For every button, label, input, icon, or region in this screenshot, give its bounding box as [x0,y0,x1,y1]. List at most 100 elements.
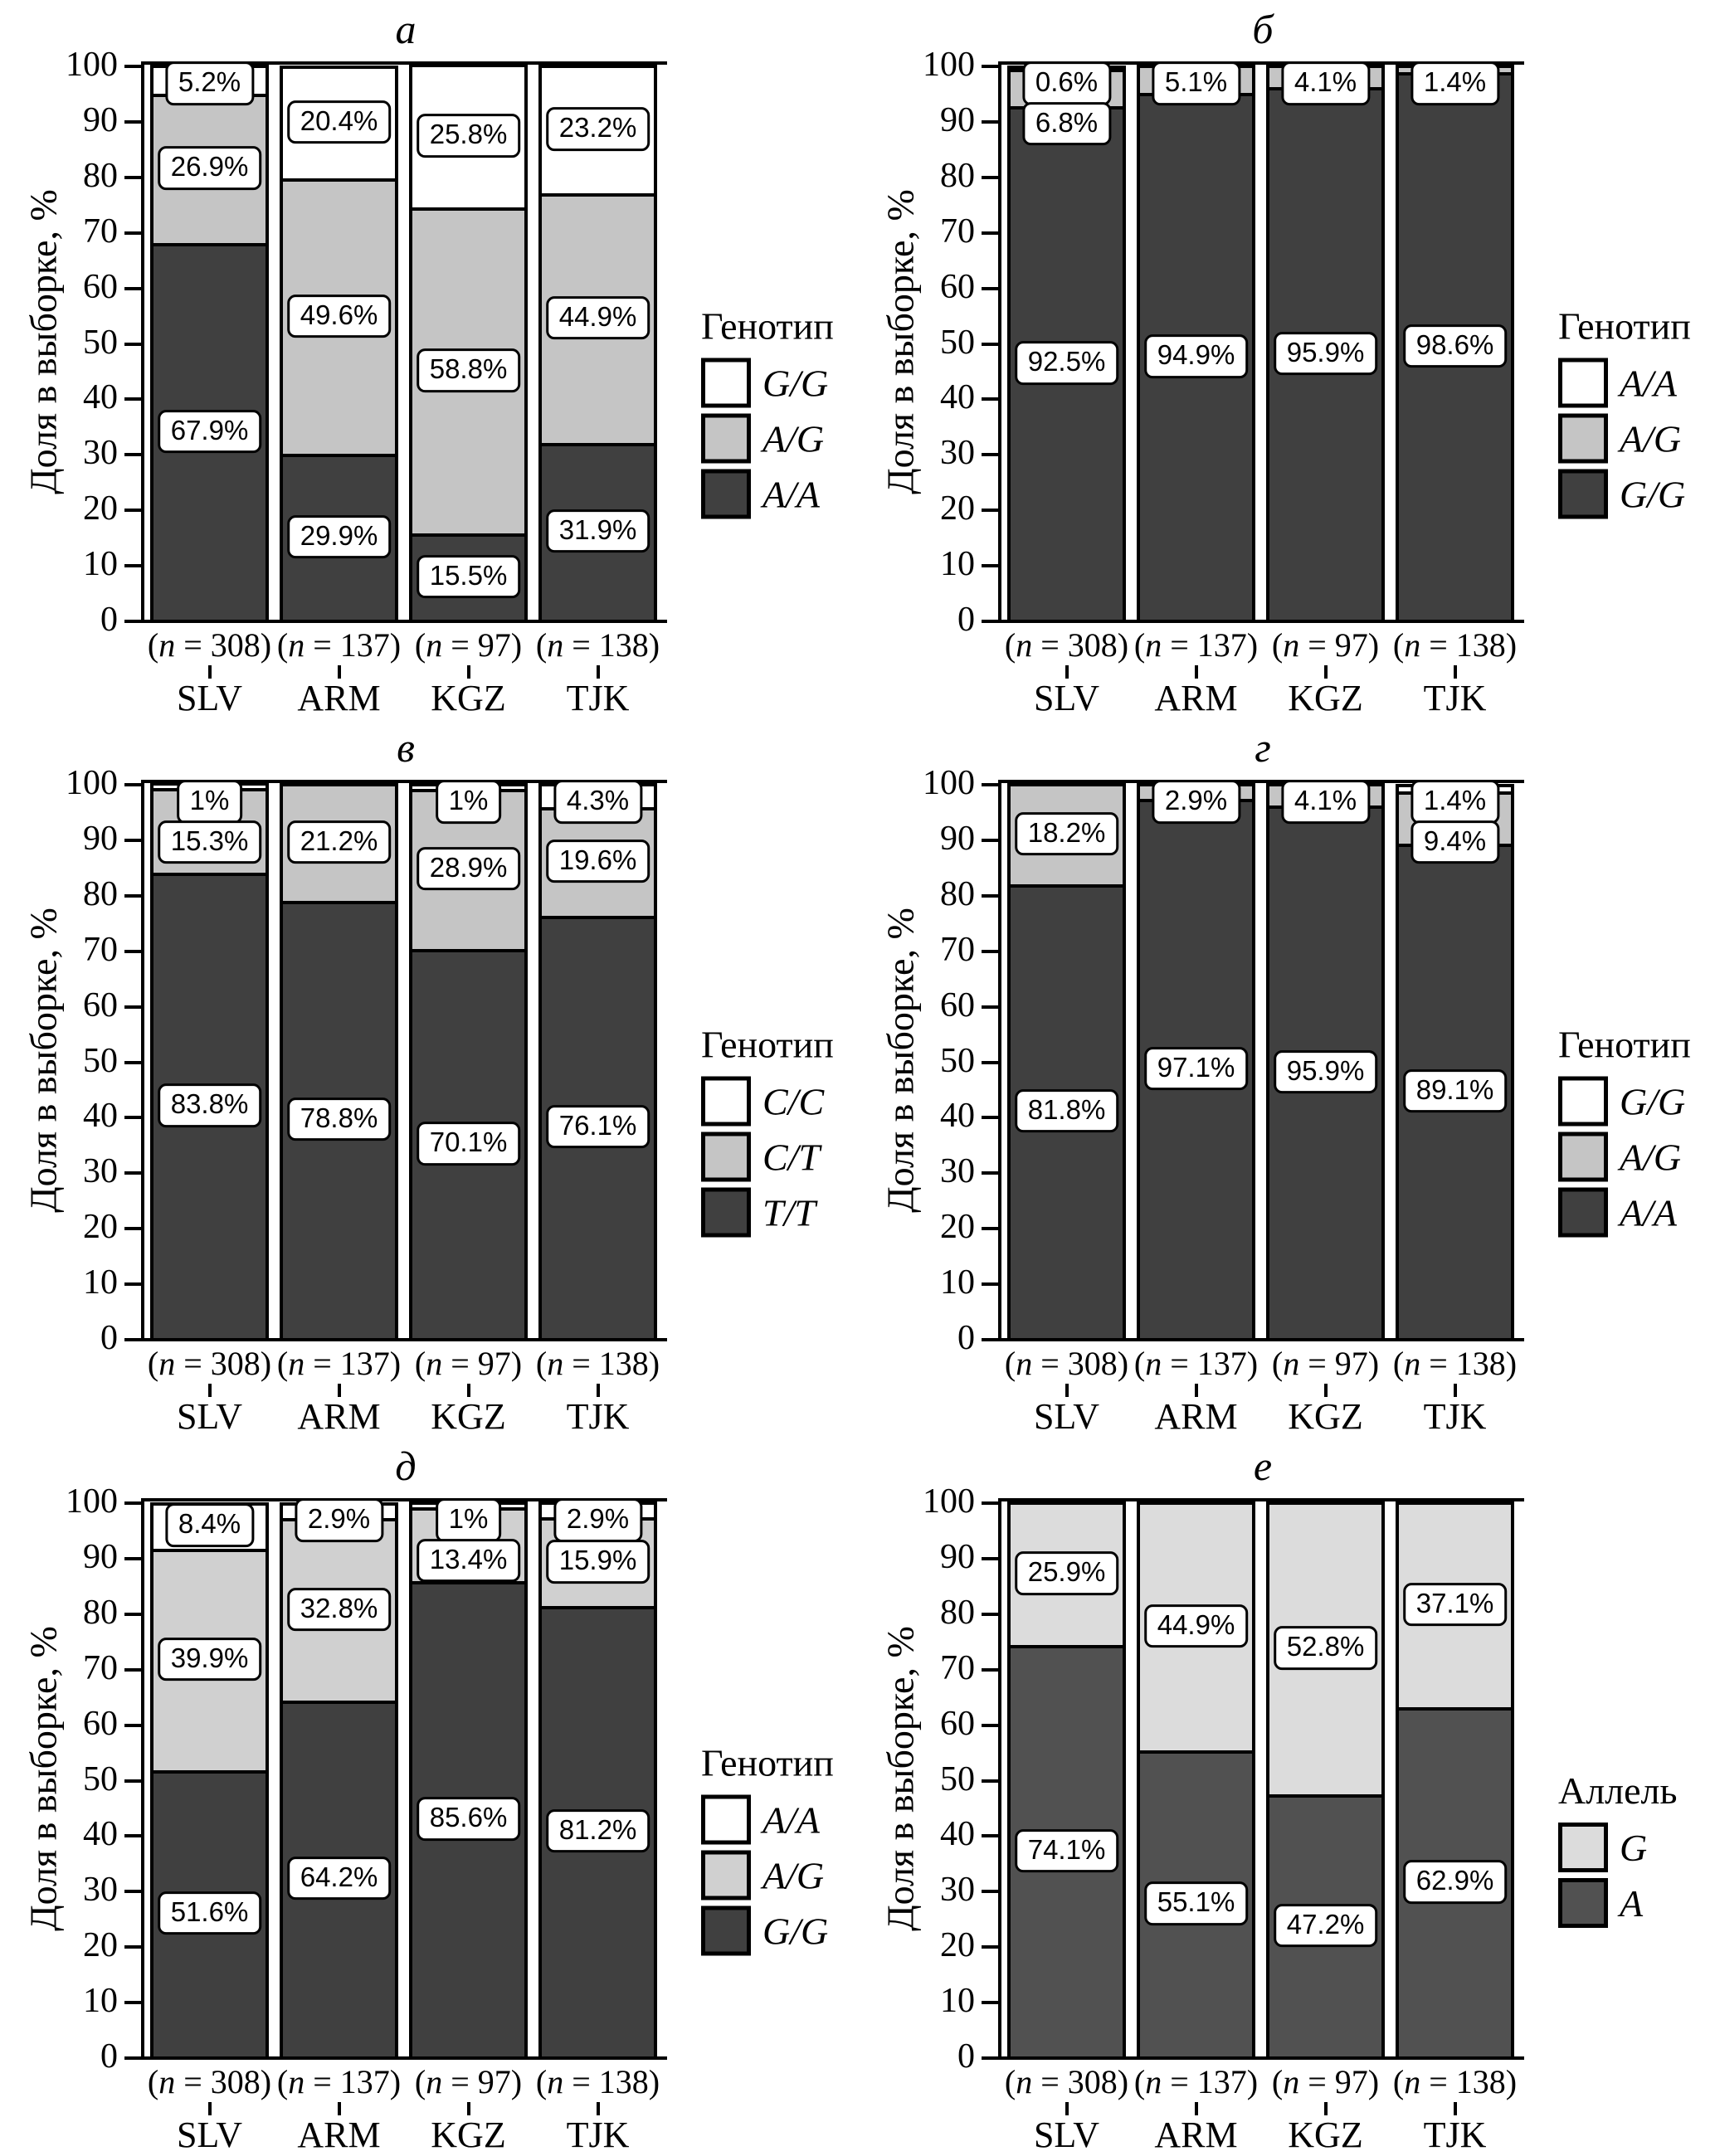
y-tick-label: 0 [957,601,975,639]
value-label: 76.1% [545,1105,650,1149]
value-label: 74.1% [1014,1828,1119,1873]
y-tick-mark [982,1556,998,1560]
bar: 18.2% 81.8% [1007,783,1126,1338]
category-label: TJK [566,1396,630,1437]
sample-size-label: (n = 97) [1271,2063,1380,2100]
panel-title: г [1255,724,1271,771]
x-tick-mark [1194,665,1198,679]
y-tick-label: 50 [940,323,975,362]
sample-size-label: (n = 137) [276,2063,402,2100]
value-label: 21.2% [286,820,392,864]
legend-label: T/T [762,1191,816,1234]
y-tick-label: 50 [940,1759,975,1798]
y-tick-mark [124,509,141,513]
legend-swatch [1558,1878,1608,1928]
value-label: 51.6% [157,1891,262,1935]
legend: Генотип A/A A/G G/G [701,1741,834,1956]
y-tick-label: 30 [940,434,975,473]
plot-area: 0 10 20 30 40 50 60 70 80 90 100 8.4% 39.9% 51.6% 2.9%… [66,1484,667,2074]
y-tick-label: 60 [940,986,975,1024]
legend-label: A/A [1620,1191,1677,1234]
y-tick-mark [982,1890,998,1894]
value-label: 85.6% [416,1797,521,1841]
y-tick-mark [124,286,141,290]
category-label: TJK [566,2115,630,2155]
bar: 4.3% 19.6% 76.1% [538,780,657,1338]
value-label: 9.4% [1410,820,1500,864]
value-label: 49.6% [286,294,392,338]
category-label: ARM [297,678,381,718]
category-label: ARM [297,1396,381,1437]
value-label: 2.9% [294,1498,384,1542]
y-tick-mark [124,1556,141,1560]
value-label: 83.8% [157,1083,262,1127]
sample-size-label: (n = 308) [1004,626,1129,664]
value-label: 89.1% [1402,1068,1508,1113]
category-label: SLV [1033,1396,1100,1437]
y-tick-label: 60 [940,1704,975,1743]
value-label: 23.2% [545,107,650,151]
value-label: 1% [435,1498,502,1542]
y-tick-label: 50 [83,323,118,362]
legend-swatch [701,469,751,519]
y-tick-label: 20 [940,1926,975,1965]
x-tick-mark [337,2102,341,2115]
sample-size-label: (n = 138) [1392,1345,1518,1382]
value-label: 1% [435,780,502,824]
chart-panel: г Доля в выборке, % 0 10 20 30 40 50 60 70 80 90 1… [857,718,1714,1437]
y-axis-label: Доля в выборке, % [879,908,922,1213]
y-tick-mark [124,2056,141,2060]
bar: 44.9% 55.1% [1137,1501,1255,2056]
y-tick-mark [124,1612,141,1616]
category-label: ARM [1154,1396,1238,1437]
y-tick-label: 60 [83,986,118,1024]
y-tick-mark [124,231,141,235]
value-label: 8.4% [164,1503,255,1547]
x-tick-mark [596,1384,600,1397]
value-label: 98.6% [1402,324,1508,368]
y-tick-label: 80 [940,874,975,913]
x-tick-mark [1323,2102,1328,2115]
value-label: 25.8% [416,114,521,158]
value-label: 47.2% [1273,1903,1378,1948]
value-label: 4.3% [553,780,643,824]
y-tick-mark [124,893,141,898]
legend-title: Генотип [1558,1023,1691,1066]
y-tick-label: 100 [923,46,975,84]
value-label: 39.9% [157,1638,262,1681]
y-tick-label: 60 [83,267,118,306]
x-tick-mark [207,1384,212,1397]
y-tick-mark [124,1834,141,1838]
bar: 1% 28.9% 70.1% [409,780,528,1338]
x-tick-mark [596,665,600,679]
y-tick-mark [124,1501,141,1505]
y-tick-mark [124,620,141,623]
y-tick-label: 40 [83,1815,118,1854]
y-tick-label: 90 [83,100,118,139]
y-tick-label: 80 [83,874,118,913]
value-label: 78.8% [286,1097,392,1141]
legend-item: A/A [1558,358,1691,408]
category-label: ARM [297,2115,381,2155]
bar: 2.9% 97.1% [1137,780,1255,1338]
chart-panel: б Доля в выборке, % 0 10 20 30 40 50 60 70 80 90 1… [857,0,1714,718]
legend: Генотип C/C C/T T/T [701,1023,834,1238]
value-label: 5.2% [164,61,255,105]
y-tick-mark [124,65,141,68]
y-tick-label: 0 [100,2037,118,2076]
bar: 4.1% 95.9% [1266,61,1385,620]
bar: 4.1% 95.9% [1266,780,1385,1338]
y-tick-label: 40 [940,378,975,417]
y-tick-label: 40 [83,1097,118,1136]
legend-label: G/G [1620,473,1686,515]
legend-swatch [1558,469,1608,519]
sample-size-label: (n = 138) [535,1345,660,1382]
x-tick-mark [1194,2102,1198,2115]
chart-panel: а Доля в выборке, % 0 10 20 30 40 50 60 70 80 90 1… [0,0,857,718]
value-label: 92.5% [1014,341,1119,385]
value-label: 13.4% [416,1538,521,1583]
y-tick-label: 30 [940,1152,975,1191]
value-label: 64.2% [286,1857,392,1900]
category-label: TJK [1423,2115,1487,2155]
